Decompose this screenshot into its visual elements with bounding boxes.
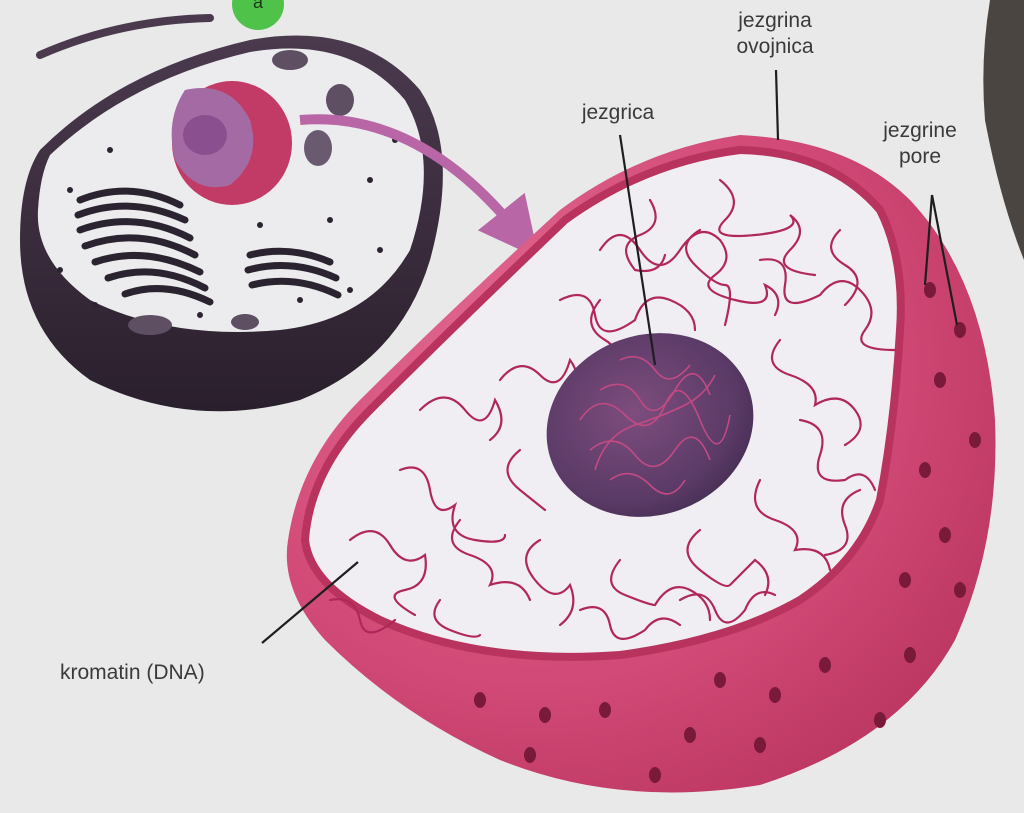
chromatin bbox=[328, 178, 897, 640]
label-nuclear-envelope-line1: jezgrina bbox=[738, 9, 812, 32]
nucleus bbox=[286, 135, 996, 793]
leader-lines bbox=[261, 69, 959, 644]
label-chromatin: kromatin (DNA) bbox=[60, 661, 205, 684]
label-nuclear-pores: jezgrine pore bbox=[850, 118, 990, 170]
nucleolus-texture bbox=[579, 355, 731, 495]
label-nuclear-pores-line2: pore bbox=[898, 145, 942, 168]
label-nuclear-pores-line1: jezgrine bbox=[883, 119, 957, 142]
leader-nucleolus bbox=[618, 134, 657, 366]
leader-chromatin bbox=[261, 561, 359, 644]
leader-envelope bbox=[774, 69, 780, 141]
label-nuclear-envelope: jezgrina ovojnica bbox=[700, 8, 850, 60]
label-nucleolus: jezgrica bbox=[581, 101, 655, 124]
label-nuclear-envelope-line2: ovojnica bbox=[736, 35, 814, 58]
leader-pores-b bbox=[930, 194, 959, 326]
marker-circle bbox=[232, 0, 284, 30]
nuclear-pores bbox=[474, 282, 981, 783]
pointer-arrow-icon bbox=[299, 114, 539, 259]
cell-illustration: a bbox=[20, 0, 443, 412]
background-corner bbox=[983, 0, 1024, 260]
marker-letter: a bbox=[253, 0, 264, 12]
leader-pores-a bbox=[923, 194, 934, 286]
